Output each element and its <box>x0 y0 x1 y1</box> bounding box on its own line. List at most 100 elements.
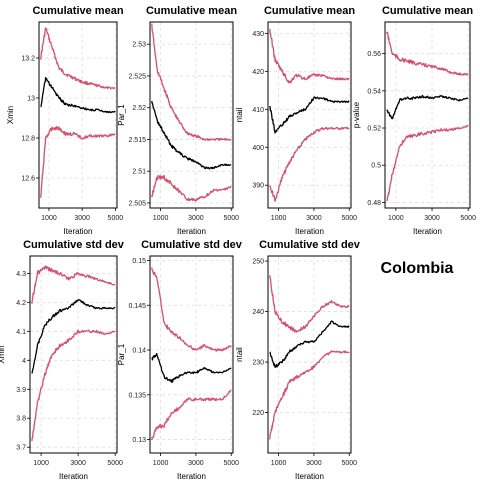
x-tick-label: 1000 <box>41 215 57 222</box>
y-tick-label: 240 <box>252 309 264 316</box>
chart-title: Cumulative std dev <box>259 239 361 251</box>
y-tick-label: 0.54 <box>367 88 381 95</box>
chart-panel-3: 1000 3000 5000 390 400 410 420 430 Cumulative me… <box>235 5 357 236</box>
x-tick-label: 3000 <box>188 215 204 222</box>
series-line-mean <box>269 96 350 134</box>
chart-panel-4: 1000 3000 5000 0.48 0.5 0.52 0.54 0.56 Cumulativ… <box>352 5 476 236</box>
plot-frame <box>38 21 118 209</box>
series-line-upper <box>386 31 469 76</box>
y-tick-label: 4.1 <box>16 329 26 336</box>
chart-panel-1: 1000 3000 5000 12.6 12.8 13 13.2 Cumulative mea… <box>6 5 124 236</box>
y-axis-label: Par_1 <box>117 104 126 126</box>
y-tick-label: 3.7 <box>16 445 26 452</box>
y-tick-label: 13 <box>27 96 35 103</box>
series-line-upper <box>269 275 350 333</box>
plot-frame <box>149 21 234 209</box>
chart-panel-2: 1000 3000 5000 2.505 2.51 2.515 2.52 2.525 2.53 C… <box>117 5 239 236</box>
plot-frame <box>267 255 352 454</box>
series-line-upper <box>151 267 232 352</box>
chart-panel-7: 1000 3000 5000 220 230 240 250 Cumulative std d… <box>235 239 361 480</box>
x-axis-label: Iteration <box>413 227 442 236</box>
y-tick-label: 400 <box>252 145 264 152</box>
series-line-mean <box>31 298 116 374</box>
y-tick-label: 12.8 <box>21 136 35 143</box>
x-tick-label: 5000 <box>460 215 476 222</box>
series-line-lower <box>269 126 350 202</box>
y-tick-label: 0.145 <box>128 303 146 310</box>
x-axis-label: Iteration <box>177 227 206 236</box>
y-tick-label: 4 <box>22 358 26 365</box>
y-tick-label: 2.53 <box>132 42 146 49</box>
x-tick-label: 3000 <box>70 460 86 467</box>
series-line-lower <box>269 350 350 440</box>
series-line-mean <box>151 100 232 170</box>
y-tick-label: 4.3 <box>16 271 26 278</box>
x-tick-label: 1000 <box>271 215 287 222</box>
y-axis-label: Par_1 <box>117 343 126 365</box>
y-tick-label: 250 <box>252 259 264 266</box>
series-line-lower <box>386 125 469 202</box>
x-tick-label: 1000 <box>153 460 169 467</box>
series-line-lower <box>151 389 232 441</box>
y-tick-label: 2.505 <box>128 200 146 207</box>
y-axis-label: ntail <box>235 107 244 122</box>
y-tick-label: 420 <box>252 69 264 76</box>
y-tick-label: 12.6 <box>21 176 35 183</box>
x-tick-label: 5000 <box>107 460 123 467</box>
y-tick-label: 0.56 <box>367 51 381 58</box>
series-line-mean <box>151 352 232 383</box>
y-tick-label: 2.525 <box>128 73 146 80</box>
series-line-lower <box>31 329 116 441</box>
series-line-mean <box>269 320 350 368</box>
series-line-lower <box>40 126 116 198</box>
y-tick-label: 2.51 <box>132 169 146 176</box>
series-line-mean <box>40 77 116 114</box>
series-line-lower <box>151 174 232 202</box>
y-tick-label: 0.48 <box>367 200 381 207</box>
plot-frame <box>29 255 118 454</box>
x-tick-label: 3000 <box>306 215 322 222</box>
y-tick-label: 13.2 <box>21 56 35 63</box>
chart-title: Cumulative std dev <box>141 239 243 251</box>
chart-panel-6: 1000 3000 5000 0.13 0.135 0.14 0.145 0.15 Cumula… <box>117 239 243 480</box>
x-tick-label: 1000 <box>271 460 287 467</box>
x-axis-label: Iteration <box>177 472 206 480</box>
x-tick-label: 1000 <box>388 215 404 222</box>
x-tick-label: 5000 <box>223 215 239 222</box>
chart-title: Cumulative mean <box>146 5 237 17</box>
x-tick-label: 5000 <box>341 215 357 222</box>
chart-title: Cumulative mean <box>382 5 473 17</box>
x-tick-label: 3000 <box>306 460 322 467</box>
series-line-upper <box>269 28 350 84</box>
y-tick-label: 410 <box>252 107 264 114</box>
x-axis-label: Iteration <box>295 227 324 236</box>
series-line-upper <box>40 27 116 90</box>
y-tick-label: 390 <box>252 183 264 190</box>
y-tick-label: 220 <box>252 410 264 417</box>
y-tick-label: 0.5 <box>371 163 381 170</box>
x-tick-label: 1000 <box>33 460 49 467</box>
chart-panel-5: 1000 3000 5000 3.7 3.8 3.9 4 4.1 4.2 4.3 Cumulativ… <box>0 239 125 480</box>
x-axis-label: Iteration <box>64 227 93 236</box>
chart-title: Cumulative std dev <box>23 239 125 251</box>
x-tick-label: 5000 <box>341 460 357 467</box>
y-axis-label: Xmin <box>0 345 6 363</box>
y-tick-label: 0.52 <box>367 126 381 133</box>
x-tick-label: 5000 <box>108 215 124 222</box>
series-line-upper <box>31 265 116 304</box>
y-axis-label: ntail <box>235 347 244 362</box>
plot-frame <box>149 255 234 454</box>
series-line-mean <box>386 94 469 120</box>
x-tick-label: 3000 <box>74 215 90 222</box>
x-tick-label: 1000 <box>153 215 169 222</box>
x-axis-label: Iteration <box>295 472 324 480</box>
country-label: Colombia <box>380 260 454 277</box>
series-line-upper <box>151 23 232 142</box>
y-axis-label: p-value <box>352 101 361 128</box>
y-tick-label: 0.13 <box>132 437 146 444</box>
x-tick-label: 5000 <box>223 460 239 467</box>
y-tick-label: 430 <box>252 31 264 38</box>
plot-frame <box>384 21 471 209</box>
y-tick-label: 2.515 <box>128 137 146 144</box>
